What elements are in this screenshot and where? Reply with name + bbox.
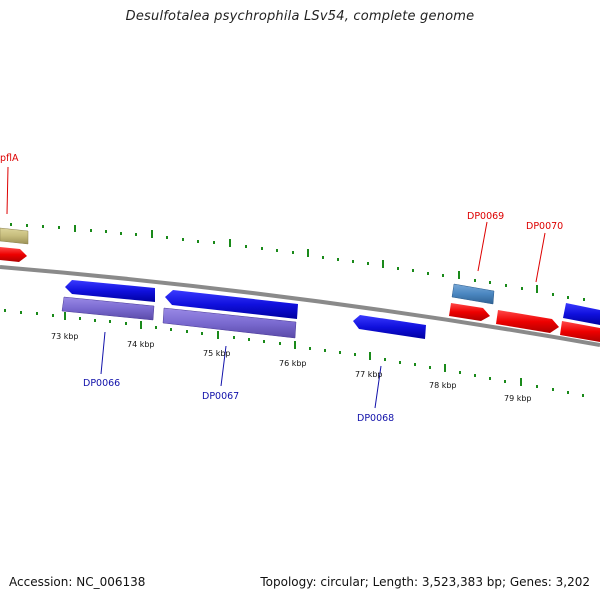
gene-arrow-pflA[interactable] (0, 247, 27, 262)
scale-label-79kbp: 79 kbp (504, 394, 532, 403)
gene-arrow-DP0070[interactable] (496, 310, 559, 333)
gene-label-DP0070[interactable]: DP0070 (526, 221, 563, 232)
gene-arrow-DP0068[interactable] (353, 315, 426, 339)
gene-arrow-DP0069[interactable] (449, 303, 490, 321)
gene-label-DP0067[interactable]: DP0067 (202, 391, 239, 402)
gene-arrow-right-blue[interactable] (563, 303, 600, 325)
gene-feature-khaki[interactable] (0, 227, 29, 245)
gene-arrow-DP0067[interactable] (165, 290, 298, 319)
scale-label-73kbp: 73 kbp (51, 332, 79, 341)
scale-label-78kbp: 78 kbp (429, 381, 457, 390)
gene-label-DP0069[interactable]: DP0069 (467, 211, 504, 222)
gene-label-pflA[interactable]: pflA (0, 153, 19, 164)
genome-summary: Topology: circular; Length: 3,523,383 bp… (260, 575, 590, 589)
genome-backbone (0, 265, 600, 347)
gene-arrow-right-red[interactable] (560, 321, 600, 342)
gene-arrow-DP0066[interactable] (65, 280, 155, 302)
outer-tick-ring (10, 223, 585, 301)
scale-label-77kbp: 77 kbp (355, 370, 383, 379)
cds-DP0067[interactable] (162, 307, 297, 339)
scale-label-75kbp: 75 kbp (203, 349, 231, 358)
scale-label-74kbp: 74 kbp (127, 340, 155, 349)
gene-rna-DP0069[interactable] (451, 283, 495, 305)
cds-DP0066[interactable] (61, 296, 155, 321)
inner-tick-ring (4, 309, 584, 397)
scale-label-76kbp: 76 kbp (279, 359, 307, 368)
accession-label: Accession: NC_006138 (9, 575, 146, 589)
gene-label-DP0068[interactable]: DP0068 (357, 413, 394, 424)
gene-label-DP0066[interactable]: DP0066 (83, 378, 120, 389)
label-leaders (6, 166, 546, 409)
map-title: Desulfotalea psychrophila LSv54, complet… (125, 9, 475, 24)
